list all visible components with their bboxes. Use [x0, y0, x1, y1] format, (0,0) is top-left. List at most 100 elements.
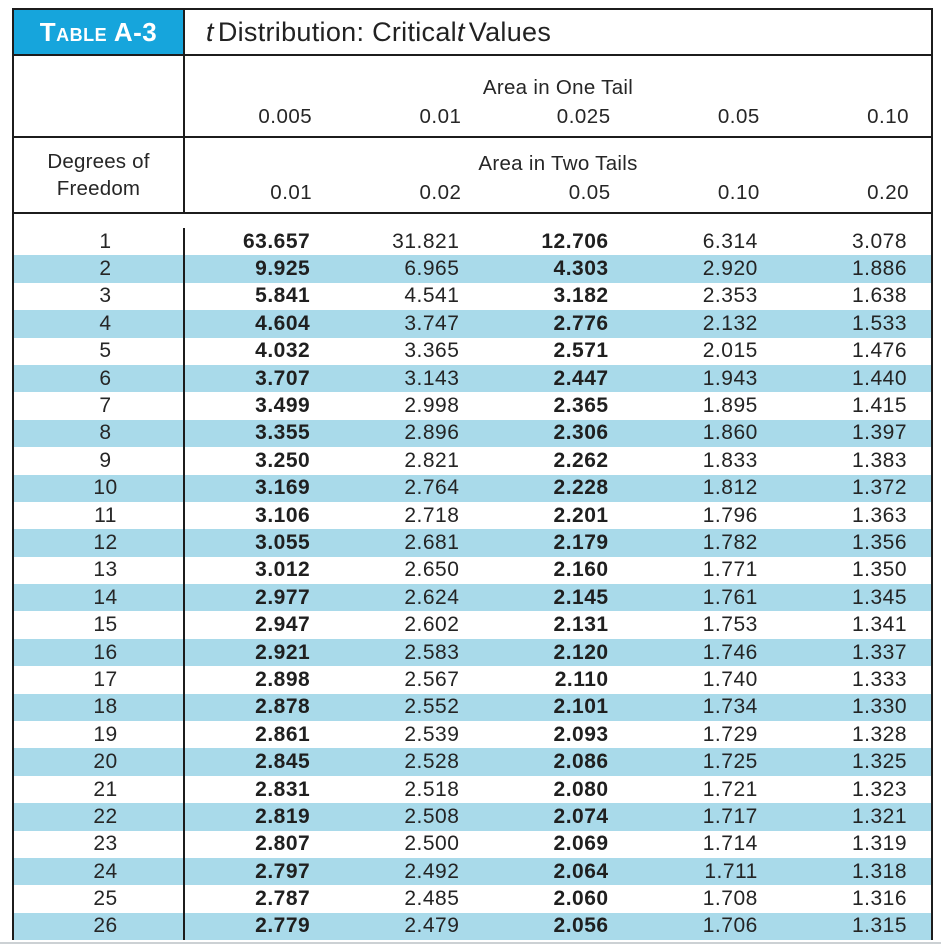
t-value-cell: 2.896 — [404, 421, 460, 445]
t-value-cell: 1.318 — [851, 859, 908, 883]
t-value-cell: 1.746 — [702, 640, 758, 664]
t-value-cell: 1.397 — [851, 421, 908, 445]
t-value-cell: 1.711 — [704, 859, 758, 883]
t-value-cell: 2.921 — [255, 640, 311, 664]
two-tails-label: Area in Two Tails — [478, 152, 638, 175]
two-tails-header: Area in Two Tails 0.01 0.02 0.05 0.10 0.20 — [185, 138, 931, 212]
t-value-cell: 1.886 — [851, 257, 908, 281]
t-value-cell: 1.761 — [702, 585, 758, 609]
t-value-cell: 2.485 — [404, 887, 460, 911]
t-value-cell: 2.228 — [553, 476, 609, 500]
t-value-cell: 1.638 — [851, 284, 908, 308]
t-value-cell: 2.821 — [404, 448, 460, 472]
t-value-cell: 2.080 — [553, 777, 609, 801]
t-value-cell: 2.479 — [404, 914, 460, 938]
two-tails-value: 0.20 — [867, 181, 910, 204]
t-value-cell: 2.977 — [255, 585, 311, 609]
t-value-cell: 1.350 — [851, 558, 908, 582]
table-row: 21 2.831 2.518 2.080 1.721 1.323 — [14, 775, 931, 804]
t-value-cell: 1.345 — [851, 585, 908, 609]
t-value-cell: 2.898 — [255, 667, 311, 691]
one-tail-header-section: Area in One Tail 0.005 0.01 0.025 0.05 0.10 — [14, 56, 931, 138]
t-value-cell: 2.120 — [553, 640, 609, 664]
t-value-cell: 2.201 — [553, 503, 609, 527]
t-value-cell: 1.706 — [702, 914, 758, 938]
one-tail-value: 0.05 — [717, 105, 760, 128]
table-tag-label: Table A-3 — [39, 16, 158, 47]
t-value-cell: 1.895 — [702, 394, 758, 418]
t-value-cell: 1.714 — [702, 832, 758, 856]
df-cell: 11 — [14, 501, 185, 530]
table-row: 14 2.977 2.624 2.145 1.761 1.345 — [14, 584, 931, 612]
table-row: 3 5.841 4.541 3.182 2.353 1.638 — [14, 282, 931, 311]
t-value-cell: 1.383 — [851, 448, 908, 472]
df-cell: 8 — [14, 419, 185, 448]
df-cell: 24 — [14, 857, 185, 886]
df-cell: 23 — [14, 830, 185, 858]
t-value-cell: 1.316 — [851, 887, 908, 911]
t-value-cell: 2.567 — [404, 667, 460, 691]
page-bottom-hairline — [0, 942, 941, 944]
t-value-cell: 6.314 — [702, 229, 758, 253]
one-tail-header: Area in One Tail 0.005 0.01 0.025 0.05 0.10 — [185, 56, 931, 136]
table-row: 9 3.250 2.821 2.262 1.833 1.383 — [14, 447, 931, 475]
t-value-cell: 3.106 — [255, 503, 311, 527]
two-tails-value: 0.10 — [717, 181, 760, 204]
t-value-cell: 2.528 — [404, 750, 460, 774]
t-value-cell: 3.055 — [255, 530, 311, 554]
df-cell: 3 — [14, 282, 185, 311]
t-value-cell: 1.330 — [851, 695, 908, 719]
table-row: 8 3.355 2.896 2.306 1.860 1.397 — [14, 419, 931, 448]
df-cell: 9 — [14, 447, 185, 475]
t-value-cell: 2.160 — [553, 558, 609, 582]
t-value-cell: 2.101 — [553, 695, 609, 719]
df-cell: 4 — [14, 310, 185, 338]
t-value-cell: 2.074 — [553, 804, 609, 828]
t-value-cell: 1.734 — [702, 695, 758, 719]
table-row: 11 3.106 2.718 2.201 1.796 1.363 — [14, 501, 931, 530]
t-value-cell: 4.032 — [255, 339, 311, 363]
t-value-cell: 3.012 — [255, 558, 311, 582]
one-tail-empty-cell — [14, 56, 185, 136]
df-cell: 20 — [14, 748, 185, 776]
t-value-cell: 1.323 — [851, 777, 908, 801]
table-row: 13 3.012 2.650 2.160 1.771 1.350 — [14, 556, 931, 585]
df-cell: 7 — [14, 392, 185, 420]
title-segment: t — [456, 16, 465, 47]
t-value-cell: 2.060 — [553, 887, 609, 911]
table-row: 24 2.797 2.492 2.064 1.711 1.318 — [14, 857, 931, 886]
df-cell: 2 — [14, 255, 185, 283]
table-row: 16 2.921 2.583 2.120 1.746 1.337 — [14, 638, 931, 667]
t-value-cell: 2.179 — [553, 530, 609, 554]
t-value-cell: 2.681 — [404, 530, 460, 554]
t-value-cell: 4.541 — [404, 284, 460, 308]
t-value-cell: 1.337 — [851, 640, 908, 664]
t-value-cell: 3.707 — [255, 366, 311, 390]
t-value-cell: 3.499 — [255, 394, 311, 418]
df-cell: 15 — [14, 611, 185, 639]
table-row: 7 3.499 2.998 2.365 1.895 1.415 — [14, 392, 931, 420]
degrees-of-freedom-label: Degrees of Freedom — [14, 138, 183, 212]
t-value-cell: 12.706 — [541, 229, 609, 253]
table-row: 25 2.787 2.485 2.060 1.708 1.316 — [14, 885, 931, 913]
df-cell: 13 — [14, 556, 185, 585]
t-value-cell: 1.315 — [851, 914, 908, 938]
t-value-cell: 2.552 — [404, 695, 460, 719]
t-distribution-table: Table A-3 t Distribution: Critical t Val… — [12, 8, 933, 941]
t-value-cell: 2.145 — [553, 585, 609, 609]
t-value-cell: 1.771 — [702, 558, 758, 582]
one-tail-value: 0.01 — [419, 105, 462, 128]
t-value-cell: 2.492 — [404, 859, 460, 883]
t-value-cell: 1.833 — [702, 448, 758, 472]
t-value-cell: 2.056 — [553, 914, 609, 938]
t-value-cell: 2.602 — [404, 613, 460, 637]
one-tail-value: 0.10 — [867, 105, 910, 128]
t-value-cell: 1.533 — [851, 311, 908, 335]
t-value-cell: 1.363 — [851, 503, 908, 527]
t-value-cell: 1.321 — [851, 804, 908, 828]
two-tails-header-section: Degrees of Freedom Area in Two Tails 0.0… — [14, 138, 931, 214]
t-value-cell: 2.500 — [404, 832, 460, 856]
t-value-cell: 2.861 — [255, 722, 311, 746]
t-value-cell: 1.356 — [851, 530, 908, 554]
t-value-cell: 1.372 — [851, 476, 908, 500]
